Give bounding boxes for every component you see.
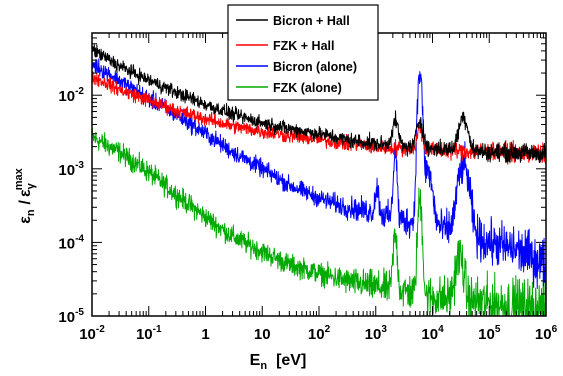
ylabel-num-sub: n: [25, 209, 37, 216]
x-tick-label: 10-1: [136, 324, 162, 343]
legend-label-bicron-hall: Bicron + Hall: [273, 14, 350, 28]
xlabel-unit: [eV]: [276, 352, 306, 369]
ylabel-den: ε: [17, 189, 34, 197]
svg-text:εn/εγmax: εn/εγmax: [13, 167, 37, 223]
legend-label-bicron-alone: Bicron (alone): [273, 60, 357, 74]
ylabel-den-sub: γ: [25, 182, 37, 189]
ylabel-num: ε: [17, 216, 34, 224]
y-tick-label: 10-4: [58, 233, 84, 252]
ylabel-den-sup: max: [13, 167, 25, 190]
xlabel-sub: n: [260, 360, 267, 372]
x-tick-label: 105: [478, 324, 501, 343]
y-axis-title: εn/εγmax: [13, 167, 37, 223]
x-tick-label: 106: [535, 324, 558, 343]
x-tick-label: 103: [365, 324, 388, 343]
x-tick-labels: 10-2 10-1 1 10 102 103 104 105 106: [79, 324, 557, 343]
y-tick-label: 10-2: [58, 86, 84, 105]
x-tick-label: 1: [201, 326, 209, 343]
series-line-fzk-hall: [91, 71, 547, 165]
x-axis-title: En [eV]: [250, 352, 307, 372]
ylabel-slash: /: [17, 199, 34, 204]
xlabel-main: E: [250, 352, 261, 369]
legend-label-fzk-alone: FZK (alone): [273, 81, 342, 95]
legend-label-fzk-hall: FZK + Hall: [273, 39, 334, 53]
y-tick-label: 10-5: [58, 307, 84, 326]
y-tick-labels: 10-5 10-4 10-3 10-2: [58, 86, 84, 326]
series-line-bicron-hall: [91, 43, 547, 164]
legend-box: [227, 4, 379, 101]
y-tick-label: 10-3: [58, 160, 84, 179]
legend: Bicron + Hall FZK + Hall Bicron (alone) …: [227, 4, 379, 101]
x-tick-label: 104: [421, 324, 444, 343]
x-tick-label: 10: [254, 326, 271, 343]
series-line-bicron-alone: [91, 58, 547, 290]
x-tick-label: 102: [308, 324, 331, 343]
x-tick-label: 10-2: [79, 324, 105, 343]
